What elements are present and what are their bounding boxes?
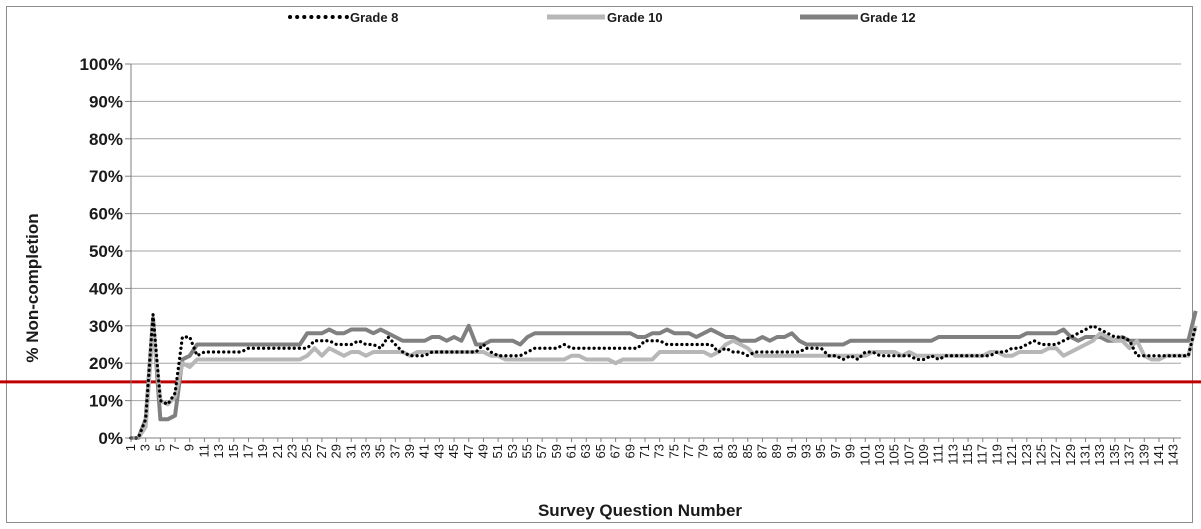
y-tick-label: 50% (89, 242, 123, 261)
x-tick-label: 47 (461, 444, 476, 458)
series-line-grade-10 (131, 323, 1198, 440)
x-tick-label: 7 (167, 444, 182, 451)
x-tick-label: 113 (945, 444, 960, 465)
x-tick-label: 29 (329, 444, 344, 458)
x-tick-label: 133 (1092, 444, 1107, 466)
legend-label-grade-10: Grade 10 (607, 10, 663, 25)
x-tick-label: 45 (446, 444, 461, 458)
series-line-grade-8 (129, 312, 1198, 440)
axes (130, 64, 1181, 439)
x-tick-label: 111 (931, 444, 946, 464)
x-tick-label: 91 (784, 444, 799, 458)
x-tick-label: 3 (138, 444, 153, 451)
x-tick-label: 19 (255, 444, 270, 458)
legend-label-grade-12: Grade 12 (860, 10, 916, 25)
x-tick-label: 63 (578, 444, 593, 458)
y-tick-label: 20% (89, 354, 123, 373)
y-tick-label: 80% (89, 130, 123, 149)
x-tick-label: 57 (534, 444, 549, 458)
x-tick-label: 23 (285, 444, 300, 458)
series-lines (129, 310, 1198, 440)
x-tick-label: 105 (887, 444, 902, 466)
x-tick-label: 137 (1122, 444, 1137, 466)
x-tick-label: 67 (608, 444, 623, 458)
x-tick-label: 17 (240, 444, 255, 458)
x-tick-label: 135 (1107, 444, 1122, 466)
x-tick-label: 87 (754, 444, 769, 458)
chart-frame (6, 6, 1193, 523)
y-tick-label: 0% (98, 429, 123, 448)
x-tick-label: 143 (1166, 444, 1181, 466)
x-tick-label: 1 (123, 444, 138, 451)
x-tick-label: 5 (152, 444, 167, 451)
y-tick-label: 70% (89, 167, 123, 186)
x-tick-label: 93 (799, 444, 814, 458)
x-tick-label: 27 (314, 444, 329, 458)
x-tick-label: 115 (960, 444, 975, 465)
x-tick-label: 141 (1151, 444, 1166, 466)
y-tick-label: 40% (89, 279, 123, 298)
x-tick-label: 101 (857, 444, 872, 466)
x-tick-label: 77 (681, 444, 696, 458)
x-tick-label: 131 (1078, 444, 1093, 466)
x-tick-label: 13 (211, 444, 226, 458)
y-tick-label: 60% (89, 205, 123, 224)
x-tick-label: 39 (402, 444, 417, 458)
x-tick-label: 59 (549, 444, 564, 458)
x-tick-label: 43 (431, 444, 446, 458)
x-tick-label: 121 (1004, 444, 1019, 466)
x-tick-label: 37 (387, 444, 402, 458)
y-tick-label: 90% (89, 92, 123, 111)
x-tick-label: 73 (652, 444, 667, 458)
x-tick-label: 49 (475, 444, 490, 458)
x-tick-label: 83 (725, 444, 740, 458)
x-tick-label: 103 (872, 444, 887, 466)
x-tick-label: 31 (343, 444, 358, 458)
y-tick-label: 100% (80, 55, 123, 74)
x-tick-labels: 1 3 5 7 9 11 13 15 17 19 21 23 25 27 29 31 33 35 37 39 41 43 4… (123, 438, 1181, 466)
x-tick-label: 61 (564, 444, 579, 458)
x-tick-label: 117 (975, 444, 990, 465)
legend: Grade 8 Grade 10 Grade 12 (288, 10, 916, 25)
x-tick-label: 95 (813, 444, 828, 458)
x-tick-label: 139 (1136, 444, 1151, 466)
x-tick-label: 109 (916, 444, 931, 466)
x-tick-label: 51 (490, 444, 505, 458)
x-tick-label: 15 (226, 444, 241, 458)
y-tick-label: 30% (89, 317, 123, 336)
x-tick-label: 9 (182, 444, 197, 451)
x-tick-label: 97 (828, 444, 843, 458)
x-tick-label: 33 (358, 444, 373, 458)
x-tick-label: 41 (417, 444, 432, 458)
x-tick-label: 99 (843, 444, 858, 458)
x-axis-title: Survey Question Number (538, 501, 742, 520)
x-tick-label: 53 (505, 444, 520, 458)
x-tick-label: 69 (622, 444, 637, 458)
x-tick-label: 125 (1033, 444, 1048, 466)
x-tick-label: 81 (710, 444, 725, 458)
x-tick-label: 35 (373, 444, 388, 458)
x-tick-label: 85 (740, 444, 755, 458)
x-tick-label: 129 (1063, 444, 1078, 466)
x-tick-label: 25 (299, 444, 314, 458)
legend-label-grade-8: Grade 8 (350, 10, 398, 25)
series-line-grade-12 (131, 310, 1198, 440)
y-axis-title: % Non-completion (23, 213, 42, 362)
y-tick-label: 10% (89, 392, 123, 411)
x-tick-label: 11 (196, 444, 211, 458)
x-tick-label: 71 (637, 444, 652, 458)
y-tick-labels: 0% 10% 20% 30% 40% 50% 60% 70% 80% 90% 100% (80, 55, 123, 448)
x-tick-label: 107 (901, 444, 916, 466)
x-tick-label: 65 (593, 444, 608, 458)
x-tick-label: 123 (1019, 444, 1034, 466)
x-tick-label: 79 (696, 444, 711, 458)
x-tick-label: 75 (666, 444, 681, 458)
x-tick-label: 119 (989, 444, 1004, 465)
x-tick-label: 127 (1048, 444, 1063, 466)
x-tick-label: 21 (270, 444, 285, 458)
x-tick-label: 89 (769, 444, 784, 458)
x-tick-label: 55 (520, 444, 535, 458)
